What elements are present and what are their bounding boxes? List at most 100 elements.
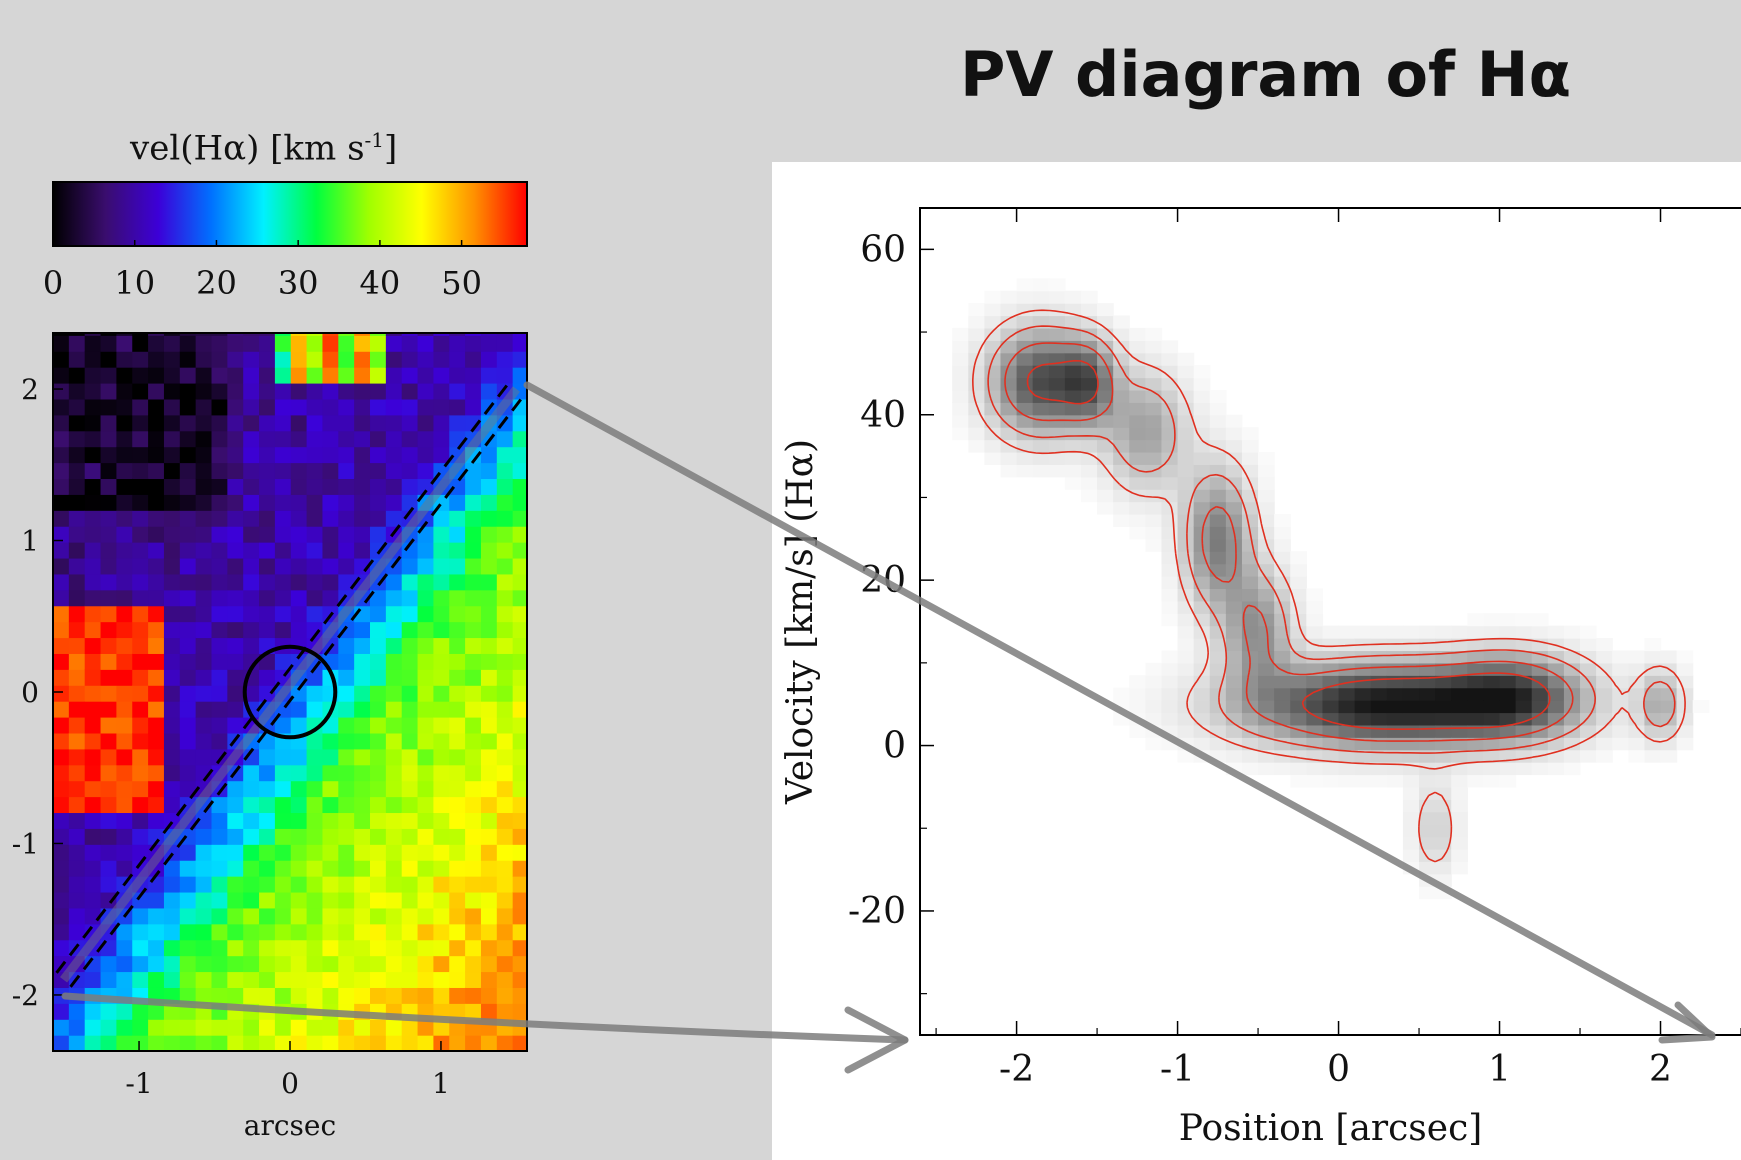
pv-intensity-cell — [1258, 762, 1275, 776]
velocity-map-cell — [354, 955, 371, 973]
velocity-map-cell — [259, 923, 276, 941]
velocity-map-cell — [512, 510, 527, 527]
pv-intensity-cell — [1177, 625, 1195, 639]
velocity-map-cell — [306, 557, 324, 575]
velocity-map-cell — [338, 669, 355, 686]
pv-intensity-cell — [984, 365, 1002, 379]
velocity-map-cell — [211, 478, 228, 495]
velocity-map-cell — [401, 701, 419, 718]
pv-intensity-cell — [1419, 687, 1436, 701]
velocity-map-cell — [338, 971, 355, 988]
velocity-map-cell — [322, 923, 339, 941]
pv-intensity-cell — [1435, 824, 1452, 838]
velocity-map-cell — [148, 796, 165, 814]
velocity-map-cell — [211, 605, 228, 623]
pv-intensity-cell — [1209, 513, 1227, 527]
velocity-map-cell — [465, 557, 482, 575]
pv-intensity-cell — [1016, 414, 1034, 428]
pv-intensity-cell — [968, 377, 985, 391]
velocity-map-cell — [100, 542, 118, 559]
velocity-map-cell — [449, 1035, 466, 1051]
pv-intensity-cell — [1322, 774, 1340, 788]
velocity-map-cell — [433, 573, 450, 591]
velocity-map-cell — [385, 351, 403, 368]
velocity-map-cell — [290, 414, 308, 432]
pv-intensity-cell — [1161, 712, 1179, 726]
velocity-map-cell — [512, 542, 527, 559]
pv-intensity-cell — [1032, 365, 1050, 379]
velocity-map-cell — [68, 351, 86, 368]
velocity-map-cell — [512, 844, 527, 861]
velocity-map-cell — [211, 335, 228, 352]
pv-intensity-cell — [1209, 427, 1227, 441]
velocity-map-cell — [274, 812, 292, 829]
velocity-map-cell — [480, 891, 498, 909]
pv-intensity-cell — [1499, 737, 1517, 751]
velocity-map-cell — [100, 764, 118, 782]
velocity-map-cell — [195, 971, 213, 988]
velocity-map-cell — [433, 510, 450, 527]
velocity-map-cell — [306, 732, 324, 750]
pv-intensity-cell — [1258, 588, 1275, 602]
velocity-map-cell — [480, 478, 498, 495]
pv-intensity-cell — [984, 439, 1002, 453]
velocity-map-cell — [274, 414, 292, 432]
velocity-map-cell — [179, 876, 197, 893]
velocity-map-cell — [465, 828, 482, 845]
pv-intensity-cell — [1499, 613, 1517, 627]
velocity-map-cell — [259, 462, 276, 480]
velocity-map-cell — [100, 876, 118, 893]
velocity-map-cell — [290, 335, 308, 352]
velocity-map-cell — [259, 907, 276, 925]
pv-intensity-cell — [1241, 563, 1259, 577]
velocity-map-cell — [496, 653, 514, 670]
velocity-map-cell — [354, 907, 371, 925]
pv-intensity-cell — [1064, 427, 1082, 441]
pv-intensity-cell — [1467, 724, 1485, 738]
velocity-map-cell — [496, 446, 514, 464]
velocity-map-cell — [100, 494, 118, 511]
pv-x-tick-label: -2 — [999, 1049, 1034, 1090]
velocity-map-cell — [417, 335, 435, 352]
velocity-map-cell — [163, 891, 181, 909]
pv-intensity-cell — [1193, 600, 1211, 614]
pv-intensity-cell — [1354, 675, 1372, 689]
pv-intensity-cell — [1386, 650, 1404, 664]
velocity-map-cell — [116, 732, 133, 750]
velocity-map-cell — [68, 812, 86, 829]
velocity-map-cell — [195, 589, 213, 607]
arrow-bottom-head — [844, 1006, 909, 1074]
velocity-map-cell — [53, 526, 70, 543]
velocity-map-cell — [433, 621, 450, 639]
velocity-map-cell — [480, 669, 498, 686]
velocity-map-cell — [116, 780, 133, 798]
pv-intensity-cell — [984, 451, 1002, 465]
velocity-map-cell — [274, 748, 292, 766]
pv-intensity-cell — [1193, 427, 1211, 441]
pv-contours — [972, 309, 1686, 863]
velocity-map-cell — [100, 367, 118, 384]
pv-intensity-cell — [1612, 687, 1629, 701]
pv-intensity-cell — [1209, 526, 1227, 540]
pv-intensity-cell — [1258, 476, 1275, 490]
pv-intensity-cell — [1258, 737, 1275, 751]
velocity-map-cell — [243, 605, 260, 623]
velocity-map-cell — [148, 1035, 165, 1051]
velocity-map-cell — [116, 1003, 133, 1020]
velocity-map-cell — [274, 430, 292, 448]
velocity-map-cell — [100, 955, 118, 973]
velocity-map-cell — [274, 621, 292, 639]
velocity-map-cell — [100, 701, 118, 718]
velocity-map-cell — [401, 939, 419, 957]
pv-intensity-cell — [968, 439, 985, 453]
pv-intensity-cell — [1145, 526, 1163, 540]
velocity-map-cell — [512, 1035, 527, 1051]
velocity-map-cell — [433, 844, 450, 861]
velocity-map-cell — [259, 494, 276, 511]
velocity-map-cell — [116, 526, 133, 543]
pv-intensity-cell — [1580, 650, 1597, 664]
velocity-map-cell — [116, 446, 133, 464]
velocity-map-cell — [465, 414, 482, 432]
pv-intensity-cell — [1451, 774, 1468, 788]
velocity-map-cell — [480, 987, 498, 1004]
